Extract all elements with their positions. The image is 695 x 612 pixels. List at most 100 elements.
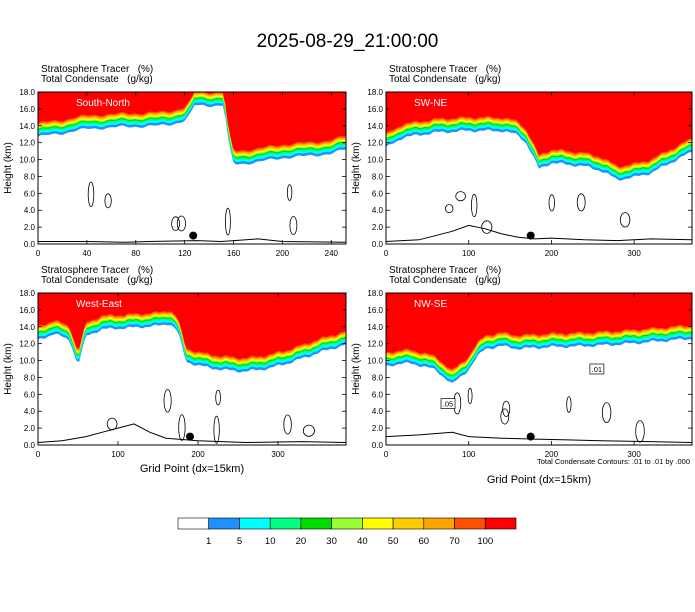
condensate-contour [163,389,172,413]
contour-label-box [589,363,605,375]
condensate-label: Total Condensate (g/kg) [389,275,501,286]
y-tick-label: 18.0 [367,88,383,97]
y-axis-label: Height (km) [3,142,14,194]
x-tick-label: 200 [276,249,290,258]
plot-frame [37,292,347,446]
condensate-contour [106,417,118,431]
y-tick-label: 18.0 [367,289,383,298]
y-tick-label: 6.0 [372,390,384,399]
condensate-contour [286,184,293,201]
condensate-contour [87,181,95,208]
panel-nw-se: 0.0 2.0 4.0 6.0 8.0 10.0 12.0 14.0 16.0 18.0 0 100 2… [351,265,693,486]
condensate-contour [176,215,186,232]
terrain-line [386,431,692,443]
contour-label: .05 [443,400,453,409]
colorbar: 1 5 10 20 30 40 50 60 70 100 [177,517,517,547]
y-tick-label: 14.0 [367,323,383,332]
colorbar-label: 50 [388,536,399,547]
panel-name: NW-SE [414,299,447,310]
condensate-contour [289,216,298,235]
condensate-contour [566,396,572,413]
condensate-contour [548,194,555,212]
colorbar-label: 40 [357,536,368,547]
panel-name: South-North [76,98,130,109]
y-axis-label: Height (km) [351,142,362,194]
condensate-contour [481,220,493,234]
panel-west-east: 0.0 2.0 4.0 6.0 8.0 10.0 12.0 14.0 16.0 18.0 0 100 2… [3,265,347,475]
x-axis-label: Grid Point (dx=15km) [487,474,591,486]
y-axis-label: Height (km) [3,343,14,395]
tracer-label: Stratosphere Tracer (%) [389,64,501,75]
colorbar-label: 100 [477,536,493,547]
terrain-line [38,238,346,243]
tracer-label: Stratosphere Tracer (%) [41,64,153,75]
y-tick-label: 10.0 [19,156,35,165]
y-axis-label: Height (km) [351,343,362,395]
y-tick-label: 16.0 [367,105,383,114]
y-tick-label: 2.0 [372,424,384,433]
y-tick-label: 18.0 [19,289,35,298]
y-tick-label: 4.0 [372,407,384,416]
location-marker [186,432,194,441]
location-marker [526,231,535,240]
condensate-contour [455,191,466,202]
tracer-field [386,293,692,443]
colorbar-swatch [300,517,332,530]
condensate-label: Total Condensate (g/kg) [41,275,153,286]
location-marker [526,432,535,441]
y-tick-label: 12.0 [367,139,383,148]
panel-name: SW-NE [414,98,447,109]
y-tick-label: 14.0 [19,323,35,332]
condensate-contour [213,415,220,444]
colorbar-swatch [484,517,517,530]
tracer-label: Stratosphere Tracer (%) [389,265,501,276]
colorbar-swatch [239,517,271,530]
colorbar-label: 30 [326,536,337,547]
condensate-contour [178,414,186,441]
colorbar-label: 10 [265,536,276,547]
colorbar-swatch [331,517,363,530]
y-tick-label: 6.0 [372,189,384,198]
x-tick-label: 160 [227,249,241,258]
condensate-contour [445,204,454,214]
x-tick-label: 300 [627,450,641,459]
y-tick-label: 4.0 [372,206,384,215]
y-tick-label: 10.0 [367,357,383,366]
colorbar-label: 20 [296,536,307,547]
tracer-band-100 [386,92,692,168]
condensate-contour [635,420,645,443]
y-tick-label: 4.0 [24,407,36,416]
y-tick-label: 6.0 [24,189,36,198]
x-tick-label: 0 [384,249,389,258]
terrain-line [386,224,692,242]
condensate-contour [283,414,292,435]
condensate-contour [302,424,315,437]
tracer-label: Stratosphere Tracer (%) [41,265,153,276]
condensate-contour [171,216,181,231]
plot-frame [385,91,693,245]
condensate-contour [502,400,511,417]
condensate-contour [471,193,478,218]
tracer-field [386,92,692,242]
condensate-contour [619,212,631,228]
tracer-field [38,92,346,243]
plot-frame [385,292,693,446]
colorbar-swatch [423,517,455,530]
y-tick-label: 16.0 [367,306,383,315]
tracer-band-100 [38,92,346,151]
x-tick-label: 40 [82,249,91,258]
contour-label-box [440,398,456,409]
y-tick-label: 0.0 [372,240,384,249]
y-tick-label: 8.0 [372,172,384,181]
panel-name: West-East [76,299,122,310]
y-tick-label: 14.0 [367,122,383,131]
y-tick-label: 10.0 [19,357,35,366]
x-tick-label: 0 [36,249,41,258]
tracer-field [38,293,346,444]
colorbar-label: 1 [206,536,211,547]
x-tick-label: 100 [111,450,125,459]
colorbar-swatch [177,517,210,530]
y-tick-label: 16.0 [19,306,35,315]
condensate-label: Total Condensate (g/kg) [41,74,153,85]
